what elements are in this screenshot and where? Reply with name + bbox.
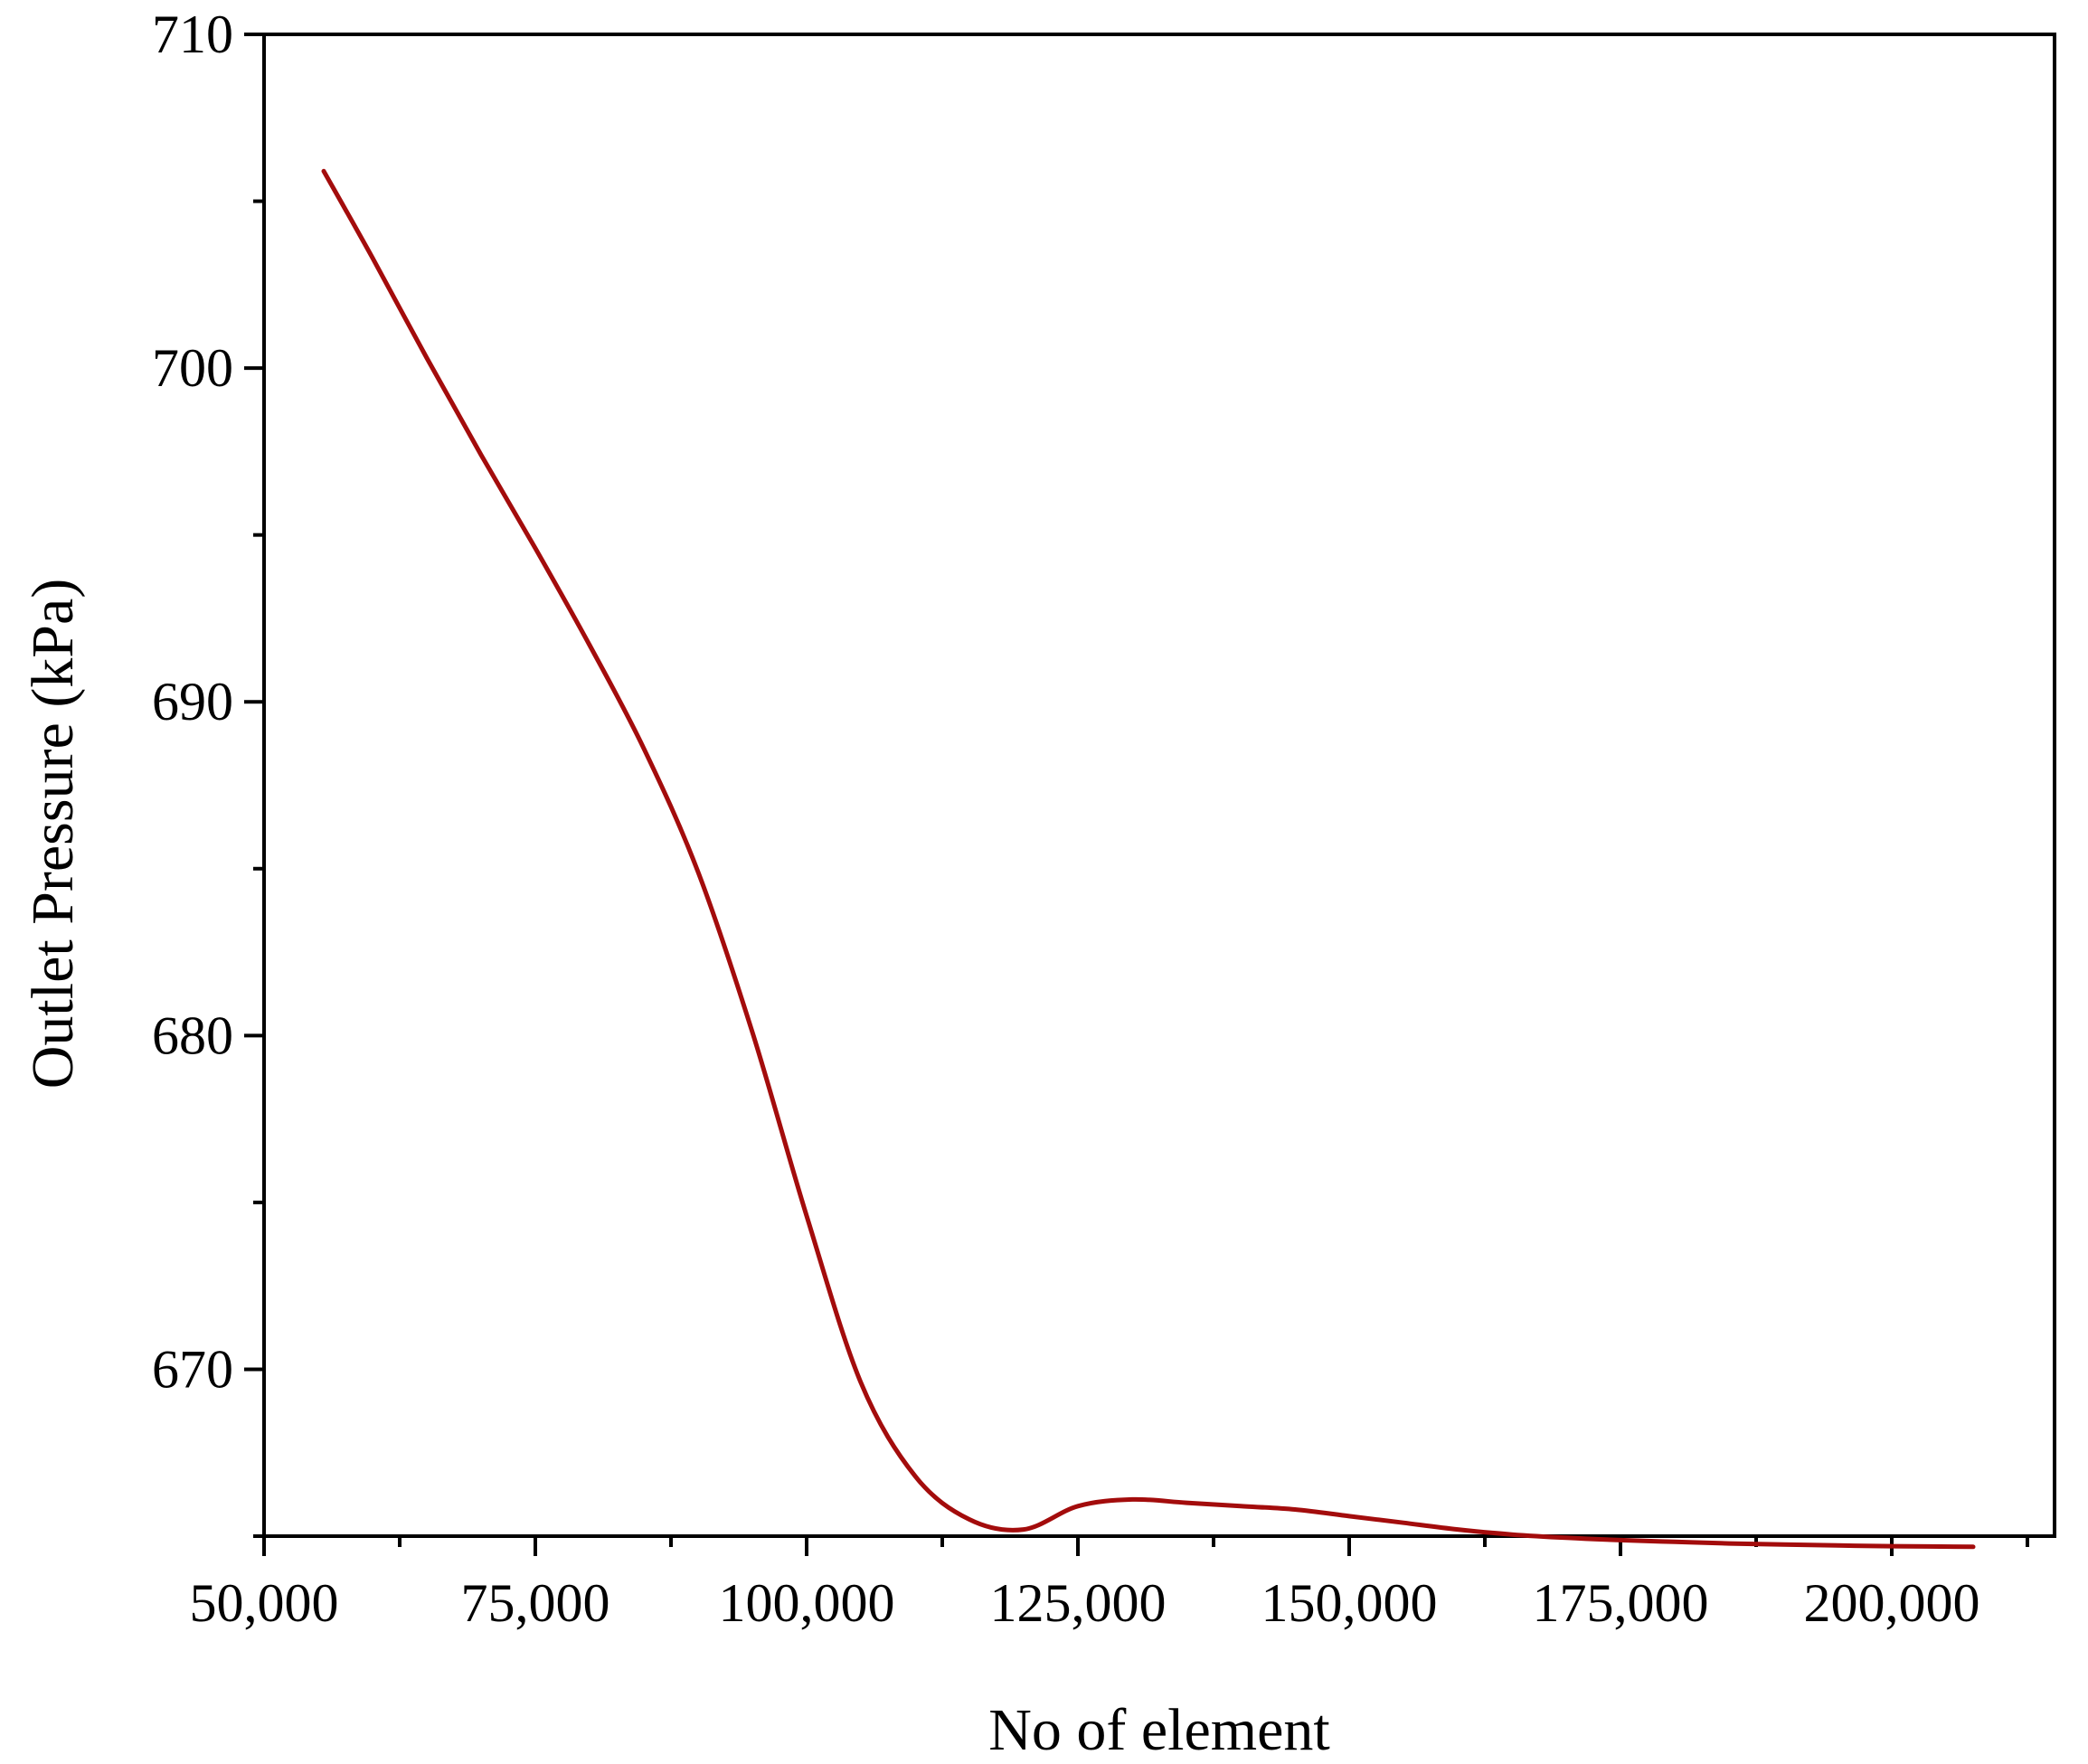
y-axis-ticks: 670 680 690 700 710 bbox=[152, 5, 264, 1538]
x-tick-label: 75,000 bbox=[461, 1573, 610, 1633]
x-tick-label: 200,000 bbox=[1804, 1573, 1980, 1633]
y-tick-label: 670 bbox=[152, 1339, 233, 1399]
x-tick-label: 50,000 bbox=[190, 1573, 339, 1633]
y-tick-label: 680 bbox=[152, 1005, 233, 1065]
y-tick-label: 690 bbox=[152, 672, 233, 731]
plot-frame bbox=[262, 33, 2056, 1538]
x-tick-label: 175,000 bbox=[1533, 1573, 1709, 1633]
y-tick-label: 710 bbox=[152, 5, 233, 64]
x-tick-label: 150,000 bbox=[1261, 1573, 1438, 1633]
x-tick-label: 100,000 bbox=[719, 1573, 895, 1633]
x-axis-ticks: 50,000 75,000 100,000 125,000 150,000 175,000… bbox=[190, 1536, 2029, 1633]
x-tick-label: 125,000 bbox=[990, 1573, 1167, 1633]
y-tick-label: 700 bbox=[152, 338, 233, 398]
y-axis-title: Outlet Pressure (kPa) bbox=[20, 579, 86, 1090]
x-axis-title: No of element bbox=[988, 1697, 1330, 1763]
series-line bbox=[321, 168, 1976, 1550]
